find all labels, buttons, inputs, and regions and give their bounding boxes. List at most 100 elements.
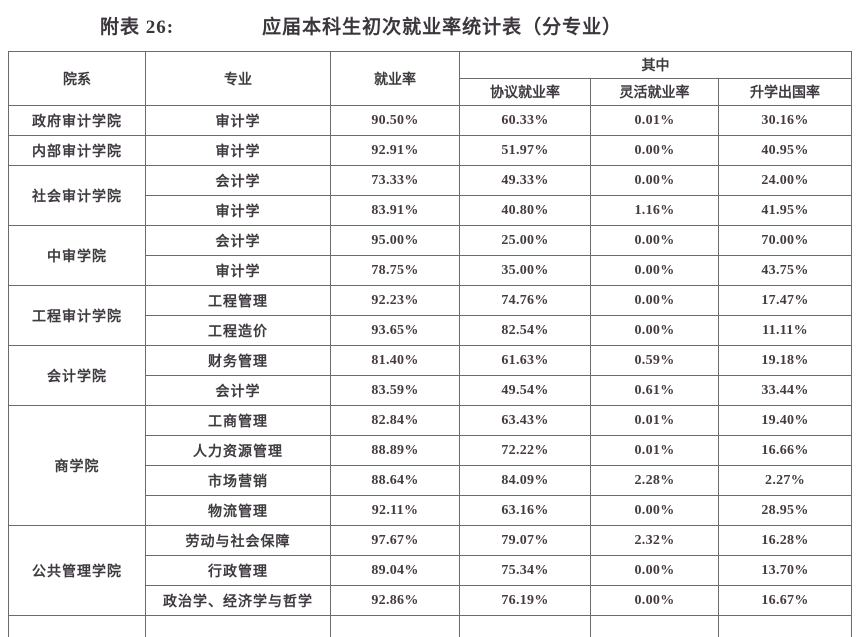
agreement-cell: 61.63% [459, 345, 591, 376]
agreement-cell: 51.97% [459, 135, 591, 166]
table-row: 会计学院 财务管理 81.40% 61.63% 0.59% 19.18% [8, 345, 853, 406]
rate-cell: 92.86% [330, 585, 460, 616]
table-row: 审计学 78.75% 35.00% 0.00% 43.75% [9, 255, 853, 286]
empty-cell [8, 615, 146, 637]
agreement-cell: 35.00% [459, 255, 591, 286]
flexible-cell: 0.00% [590, 555, 719, 586]
table-row: 人力资源管理 88.89% 72.22% 0.01% 16.66% [9, 435, 853, 466]
flexible-cell: 0.00% [590, 285, 719, 316]
further-cell: 13.70% [717, 555, 853, 586]
table-row: 内部审计学院 审计学 92.91% 51.97% 0.00% 40.95% [8, 135, 853, 166]
college-cell: 政府审计学院 [8, 105, 146, 136]
major-cell: 财务管理 [145, 345, 331, 376]
table-row: 社会审计学院 会计学 73.33% 49.33% 0.00% 24.00% [8, 165, 853, 226]
flexible-cell: 0.00% [590, 255, 719, 286]
rate-cell: 83.59% [330, 375, 460, 406]
agreement-cell: 79.07% [459, 525, 591, 556]
header-major: 专业 [145, 51, 331, 106]
table-row: 政府审计学院 审计学 90.50% 60.33% 0.01% 30.16% [8, 105, 853, 136]
header-row-1: 院系 专业 就业率 其中 [8, 51, 853, 106]
further-cell: 19.18% [717, 345, 853, 376]
further-cell: 43.75% [717, 255, 853, 286]
agreement-cell: 40.80% [459, 195, 591, 226]
table-header: 院系 专业 就业率 其中 协议就业率 灵活就业率 升学出国率 [8, 51, 853, 106]
flexible-cell: 0.00% [590, 315, 719, 346]
rate-cell: 73.33% [330, 165, 460, 196]
flexible-cell: 0.00% [590, 135, 719, 166]
agreement-cell: 84.09% [459, 465, 591, 496]
major-cell: 工程管理 [145, 285, 331, 316]
major-cell: 物流管理 [145, 495, 331, 526]
major-cell: 审计学 [145, 135, 331, 166]
major-cell: 会计学 [145, 375, 331, 406]
header-among-which: 其中 [458, 51, 853, 79]
table-row: 会计学 83.59% 49.54% 0.61% 33.44% [9, 375, 853, 406]
header-agreement-employment-rate: 协议就业率 [459, 78, 591, 106]
college-cell: 公共管理学院 [8, 525, 146, 616]
flexible-cell: 0.01% [590, 105, 719, 136]
rate-cell: 81.40% [330, 345, 460, 376]
major-cell: 审计学 [145, 105, 331, 136]
table-row: 行政管理 89.04% 75.34% 0.00% 13.70% [9, 555, 853, 586]
table-caption-title: 应届本科生初次就业率统计表（分专业） [262, 17, 623, 38]
table-row: 中审学院 会计学 95.00% 25.00% 0.00% 70.00% [8, 225, 853, 286]
major-cell: 审计学 [145, 195, 331, 226]
header-employment-rate: 就业率 [330, 51, 460, 106]
header-further-study-abroad-rate: 升学出国率 [717, 78, 853, 106]
further-cell: 24.00% [717, 165, 853, 196]
further-cell: 70.00% [717, 225, 853, 256]
table-row: 市场营销 88.64% 84.09% 2.28% 2.27% [9, 465, 853, 496]
further-cell: 16.67% [717, 585, 853, 616]
empty-cell [330, 615, 460, 637]
flexible-cell: 2.32% [590, 525, 719, 556]
empty-cell [145, 615, 331, 637]
further-cell: 41.95% [717, 195, 853, 226]
college-cell: 内部审计学院 [8, 135, 146, 166]
table-row: 工程审计学院 工程管理 92.23% 74.76% 0.00% 17.47% [8, 285, 853, 346]
flexible-cell: 0.59% [590, 345, 719, 376]
header-college: 院系 [8, 51, 146, 106]
agreement-cell: 82.54% [459, 315, 591, 346]
table-caption-label: 附表 26: [100, 17, 175, 38]
employment-rate-table: 院系 专业 就业率 其中 协议就业率 灵活就业率 升学出国率 政府审计学院 审计学… [8, 51, 853, 637]
flexible-cell: 0.00% [590, 165, 719, 196]
further-cell: 2.27% [717, 465, 853, 496]
further-cell: 11.11% [717, 315, 853, 346]
table-body: 政府审计学院 审计学 90.50% 60.33% 0.01% 30.16% 内部审计学院 审计… [8, 105, 853, 637]
empty-cell [717, 615, 853, 637]
flexible-cell: 2.28% [590, 465, 719, 496]
college-cell: 商学院 [8, 405, 146, 526]
flexible-cell: 0.00% [590, 585, 719, 616]
rate-cell: 88.64% [330, 465, 460, 496]
table-caption: 附表 26: 应届本科生初次就业率统计表（分专业） [100, 12, 622, 39]
rate-cell: 92.91% [330, 135, 460, 166]
empty-cell [459, 615, 591, 637]
major-cell: 工商管理 [145, 405, 331, 436]
college-cell: 社会审计学院 [8, 165, 146, 226]
rate-cell: 78.75% [330, 255, 460, 286]
major-cell: 审计学 [145, 255, 331, 286]
table-row: 政治学、经济学与哲学 92.86% 76.19% 0.00% 16.67% [9, 585, 853, 616]
table-row: 审计学 83.91% 40.80% 1.16% 41.95% [9, 195, 853, 226]
further-cell: 19.40% [717, 405, 853, 436]
flexible-cell: 0.00% [590, 225, 719, 256]
agreement-cell: 63.43% [459, 405, 591, 436]
agreement-cell: 76.19% [459, 585, 591, 616]
agreement-cell: 72.22% [459, 435, 591, 466]
major-cell: 行政管理 [145, 555, 331, 586]
further-cell: 16.28% [717, 525, 853, 556]
header-flexible-employment-rate: 灵活就业率 [590, 78, 719, 106]
rate-cell: 97.67% [330, 525, 460, 556]
further-cell: 16.66% [717, 435, 853, 466]
rate-cell: 93.65% [330, 315, 460, 346]
college-cell: 工程审计学院 [8, 285, 146, 346]
major-cell: 劳动与社会保障 [145, 525, 331, 556]
agreement-cell: 49.33% [459, 165, 591, 196]
further-cell: 33.44% [717, 375, 853, 406]
college-cell: 会计学院 [8, 345, 146, 406]
agreement-cell: 25.00% [459, 225, 591, 256]
agreement-cell: 74.76% [459, 285, 591, 316]
flexible-cell: 0.01% [590, 405, 719, 436]
major-cell: 会计学 [145, 225, 331, 256]
table-row: 商学院 工商管理 82.84% 63.43% 0.01% 19.40% [8, 405, 853, 526]
